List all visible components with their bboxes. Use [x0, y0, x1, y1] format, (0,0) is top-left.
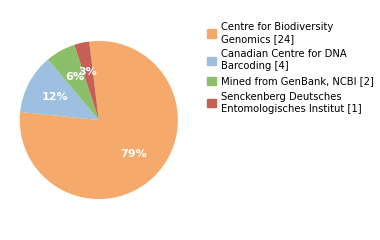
Text: 3%: 3%: [79, 67, 98, 77]
Wedge shape: [74, 42, 99, 120]
Wedge shape: [20, 60, 99, 120]
Wedge shape: [48, 45, 99, 120]
Legend: Centre for Biodiversity
Genomics [24], Canadian Centre for DNA
Barcoding [4], Mi: Centre for Biodiversity Genomics [24], C…: [207, 22, 374, 114]
Text: 79%: 79%: [120, 149, 147, 159]
Wedge shape: [20, 41, 178, 199]
Text: 12%: 12%: [42, 92, 69, 102]
Text: 6%: 6%: [65, 72, 84, 82]
